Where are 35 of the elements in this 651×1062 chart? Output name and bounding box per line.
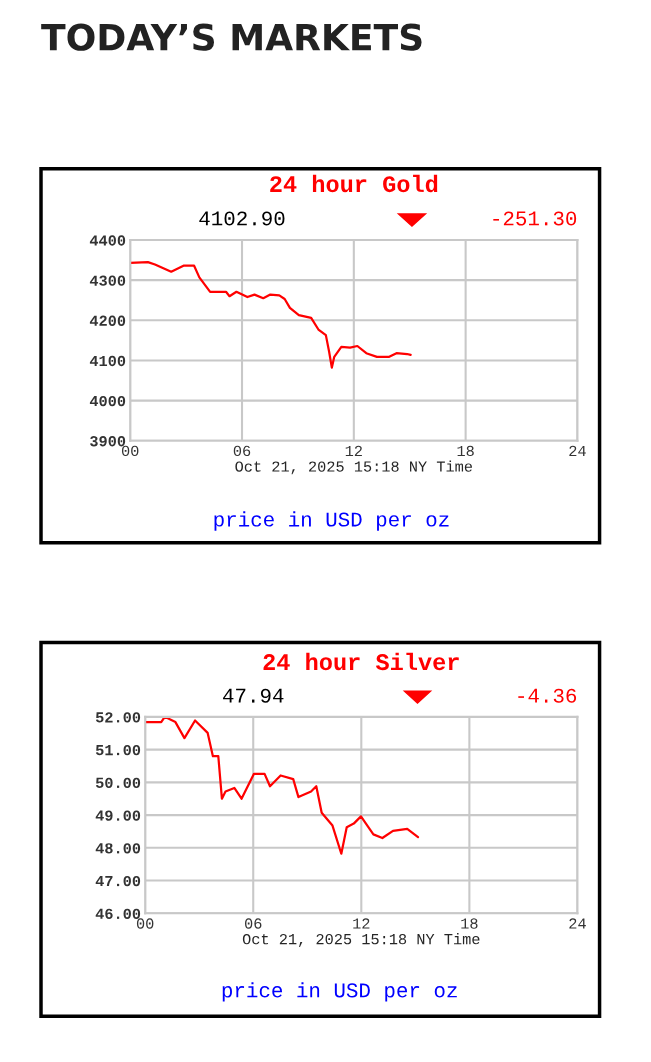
x-tick-label: 00	[136, 918, 154, 929]
line-series	[145, 716, 420, 855]
x-tick-label: 24	[569, 445, 586, 456]
line-series	[130, 260, 412, 369]
x-tick-label: 12	[353, 918, 370, 929]
y-tick-label: 4200	[89, 315, 126, 326]
y-tick-label: 51.00	[95, 744, 141, 756]
x-tick-label: 06	[245, 918, 262, 929]
text: price in USD per oz	[214, 511, 449, 531]
x-axis-title: Oct 21, 2025 15:18 NY Time	[235, 460, 472, 475]
chart-title: TODAY’S MARKETS	[41, 23, 422, 51]
y-tick-label: 4100	[89, 355, 126, 367]
x-tick-label: 24	[569, 918, 586, 929]
text: 47.94	[223, 688, 284, 703]
x-tick-label: 06	[233, 445, 251, 457]
x-tick-label: 00	[121, 445, 139, 457]
text: 4102.90	[199, 211, 285, 226]
y-tick-label: 4300	[89, 275, 126, 286]
x-axis-title: Oct 21, 2025 15:18 NY Time	[242, 933, 480, 947]
y-tick-label: 48.00	[95, 843, 141, 854]
y-tick-label: 49.00	[95, 810, 141, 821]
y-tick-label: 4000	[89, 395, 126, 407]
x-tick-label: 18	[457, 445, 474, 457]
y-tick-label: 52.00	[95, 712, 141, 723]
x-tick-label: 12	[345, 445, 362, 456]
y-tick-label: 50.00	[95, 777, 141, 789]
chart-subtitle: 24 hour Gold	[270, 174, 438, 193]
text: -4.36	[518, 688, 577, 703]
text: -251.30	[493, 211, 577, 226]
chart-title: 24 hour Silver	[263, 652, 459, 671]
y-tick-label: 3900	[90, 436, 126, 447]
x-tick-label: 18	[461, 918, 478, 929]
y-tick-label: 47.00	[95, 875, 141, 887]
y-tick-label: 4400	[89, 235, 126, 246]
text: price in USD per oz	[222, 982, 457, 1002]
